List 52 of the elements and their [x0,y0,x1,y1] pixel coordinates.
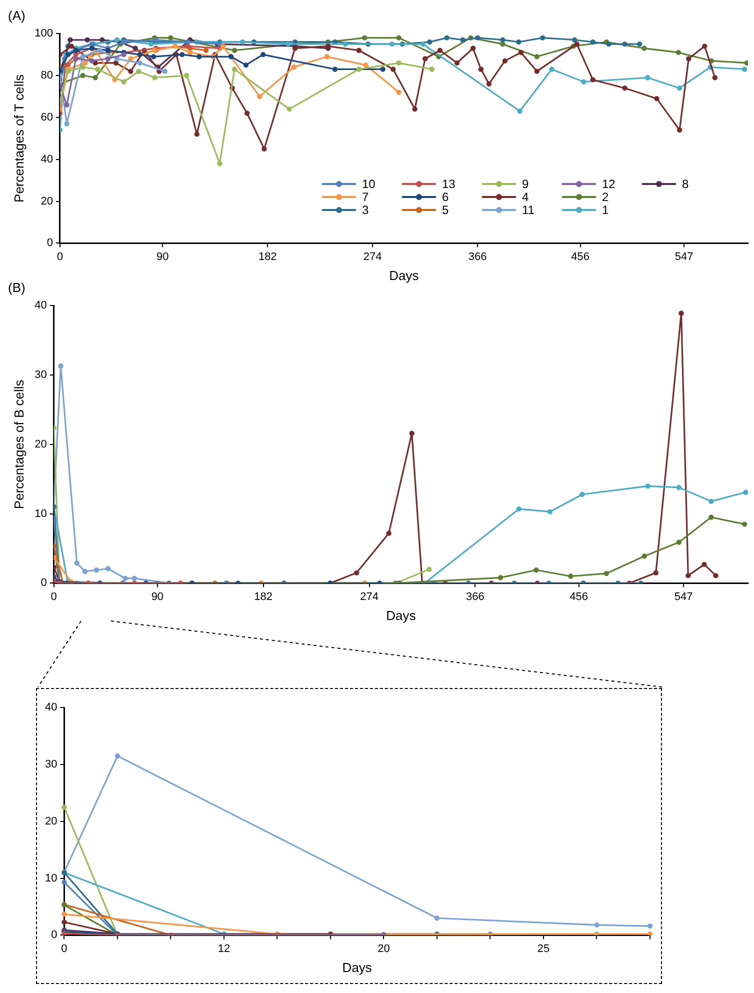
x-tick-label: 456 [571,250,590,263]
legend-label: 2 [602,190,609,204]
x-tick-label: 366 [466,590,484,603]
text: (A) [8,8,26,23]
y-tick-label: 80 [40,70,53,82]
legend-label: 6 [442,190,449,204]
x-tick-label: 12 [218,942,230,955]
x-tick-label: 90 [156,250,169,263]
legend-label: 4 [522,190,529,204]
y-tick-label: 10 [44,872,58,884]
y-axis-title: Percentages of B cells [11,379,26,510]
y-tick-label: 40 [40,153,53,166]
y-tick-label: 20 [40,195,53,208]
y-tick-label: 0 [46,237,53,250]
y-tick-label: 40 [34,300,47,312]
y-tick-label: 100 [34,28,53,40]
legend-label: 10 [362,176,376,190]
y-tick-label: 30 [44,758,58,771]
x-tick-label: 274 [363,250,382,263]
x-axis-title: Days [342,960,372,975]
y-tick-label: 60 [40,111,53,124]
x-tick-label: 456 [570,590,588,603]
x-tick-label: 20 [378,942,390,955]
x-tick-label: 182 [254,590,273,603]
legend-label: 1 [602,202,609,216]
x-tick-label: 90 [151,590,164,603]
x-tick-label: 547 [674,250,694,263]
y-axis-title: Percentages of T cells [11,74,26,202]
x-tick-label: 366 [468,250,487,263]
y-tick-label: 0 [51,929,58,942]
legend-label: 9 [522,176,529,190]
legend-label: 3 [362,202,369,216]
x-axis-title: Days [389,268,420,283]
legend-label: 7 [362,190,369,204]
text: (B) [8,280,26,295]
x-tick-label: 274 [360,590,378,603]
x-tick-label: 547 [674,590,693,603]
y-tick-label: 40 [44,702,58,714]
y-tick-label: 20 [34,438,47,450]
y-tick-label: 10 [34,508,47,520]
legend-label: 5 [442,202,449,216]
x-tick-label: 182 [258,250,277,263]
legend-label: 13 [442,176,456,190]
x-tick-label: 25 [537,942,550,955]
legend-label: 12 [602,176,616,190]
legend-label: 8 [682,176,689,190]
y-tick-label: 20 [44,815,58,828]
x-tick-label: 0 [61,942,68,955]
y-tick-label: 0 [40,577,47,590]
legend-label: 11 [522,202,534,216]
y-tick-label: 30 [34,369,47,382]
x-axis-title: Days [386,608,416,623]
